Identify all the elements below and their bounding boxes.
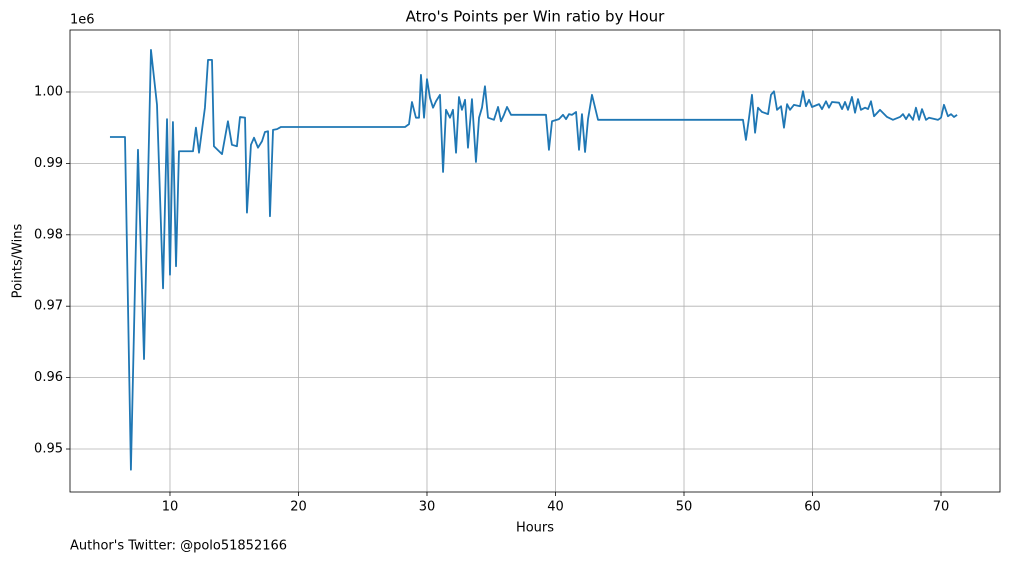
x-tick-label: 20 <box>290 500 307 515</box>
y-offset-label: 1e6 <box>70 13 95 28</box>
x-tick-label: 30 <box>419 500 436 515</box>
x-tick-label: 50 <box>676 500 693 515</box>
data-line <box>109 48 958 471</box>
y-tick-label: 0.97 <box>34 299 63 314</box>
y-tick-label: 1.00 <box>34 84 63 99</box>
x-tick-label: 40 <box>547 500 564 515</box>
x-tick-label: 10 <box>162 500 179 515</box>
y-tick-label: 0.98 <box>34 227 63 242</box>
x-tick-label: 70 <box>933 500 950 515</box>
x-axis-label: Hours <box>516 521 554 536</box>
x-tick-label: 60 <box>804 500 821 515</box>
y-tick-label: 0.96 <box>34 370 63 385</box>
plot-frame <box>69 29 1001 493</box>
footnote: Author's Twitter: @polo51852166 <box>70 539 287 554</box>
y-tick-label: 0.95 <box>34 442 63 457</box>
y-tick-label: 0.99 <box>34 156 63 171</box>
chart-title: Atro's Points per Win ratio by Hour <box>406 8 666 26</box>
y-axis-label: Points/Wins <box>11 223 26 298</box>
